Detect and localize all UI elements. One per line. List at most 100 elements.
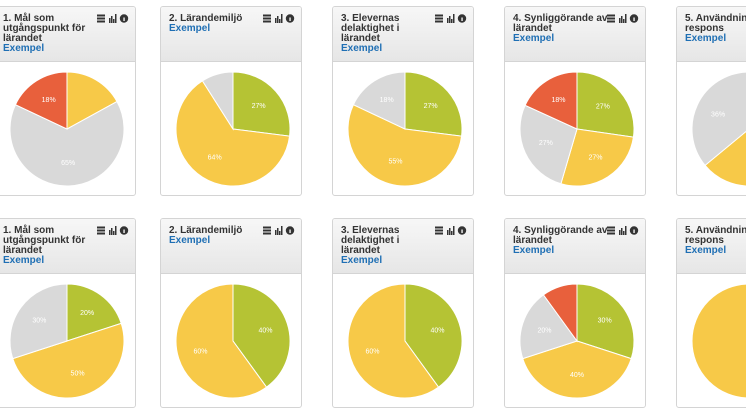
slice-label: 27%: [588, 155, 602, 162]
bar-icon-bar: [623, 231, 625, 235]
example-link[interactable]: Exempel: [3, 255, 45, 266]
bar-icon-bar: [619, 18, 621, 23]
example-link[interactable]: Exempel: [341, 255, 383, 266]
pie-slice: [352, 71, 406, 130]
card-header: 2. Lärandemiljö Exempel: [161, 7, 301, 62]
slice-label: 27%: [596, 103, 610, 110]
example-link[interactable]: Exempel: [3, 43, 45, 54]
list-icon-line: [263, 232, 271, 235]
card-header: 1. Mål som utgångspunkt för lärandet Exem…: [0, 7, 135, 62]
slice-label: 20%: [537, 327, 551, 334]
info-icon-i: [289, 17, 291, 21]
example-link[interactable]: Exempel: [513, 245, 555, 256]
pie-slice: [347, 283, 440, 399]
list-icon-line: [263, 226, 271, 229]
pie-slice: [404, 71, 463, 137]
list-icon-line: [607, 226, 615, 229]
slice-label: 27%: [252, 103, 266, 110]
list-icon-line: [97, 14, 105, 17]
slice-label: 40%: [431, 327, 445, 334]
card-title: 3. Elevernas delaktighet i lärandet: [341, 13, 400, 44]
bar-icon-bar: [115, 14, 117, 23]
bar-icon-bar: [109, 230, 111, 235]
info-icon-i: [123, 17, 125, 21]
pie-slice: [66, 71, 118, 130]
example-link[interactable]: Exempel: [169, 23, 211, 34]
header-icons: [263, 226, 295, 235]
pie-chart: 27% 64%: [175, 71, 291, 187]
header-icons: [435, 226, 467, 235]
bar-icon-bar: [277, 228, 279, 235]
card-header: 2. Lärandemiljö Exempel: [161, 219, 301, 274]
bar-icon-bar: [113, 231, 115, 235]
list-icon-line: [97, 229, 105, 232]
bar-icon-bar: [625, 14, 627, 23]
card-title: 5. Användning av respons: [685, 225, 746, 246]
pie-slice: [524, 71, 578, 130]
bar-icon-bar: [109, 18, 111, 23]
header-icons: [97, 226, 129, 235]
pie-slice: [66, 283, 122, 342]
pie-slice: [201, 71, 234, 131]
card-title-block: 1. Mål som utgångspunkt för lärandet Exem…: [3, 226, 99, 266]
list-icon-line: [607, 17, 615, 20]
pie-slice: [704, 130, 746, 187]
bar-icon-bar: [115, 226, 117, 235]
list-icon-line: [97, 17, 105, 20]
bar-icon-bar: [275, 230, 277, 235]
pie-slice: [232, 283, 291, 388]
slice-label: 30%: [598, 318, 612, 325]
chart-card: 3. Elevernas delaktighet i lärandet Exemp…: [332, 6, 474, 196]
card-title: 1. Mål som utgångspunkt för lärandet: [3, 225, 86, 256]
slice-label: 30%: [32, 318, 46, 325]
card-title: 2. Lärandemiljö: [169, 13, 243, 24]
info-icon-i: [289, 229, 291, 233]
card-title: 3. Elevernas delaktighet i lärandet: [341, 225, 400, 256]
bar-icon-bar: [453, 14, 455, 23]
example-link[interactable]: Exempel: [513, 33, 555, 44]
list-icon-line: [263, 229, 271, 232]
slice-label: 60%: [365, 348, 379, 355]
header-icons: [435, 14, 467, 23]
pie-slice: [175, 80, 291, 187]
header-icons: [607, 14, 639, 23]
slice-label: 18%: [42, 97, 56, 104]
chart-card: 1. Mål som utgångspunkt för lärandet Exem…: [0, 218, 136, 408]
example-link[interactable]: Exempel: [685, 33, 727, 44]
bar-icon-bar: [449, 228, 451, 235]
bar-icon-bar: [451, 19, 453, 23]
slice-label: 36%: [711, 111, 725, 118]
bar-icon-bar: [625, 226, 627, 235]
card-title-block: 4. Synliggörande av lärandet Exempel: [513, 14, 609, 44]
bar-icon-bar: [277, 16, 279, 23]
pie-slice: [232, 71, 291, 137]
slice-label: 65%: [61, 160, 75, 167]
list-icon-line: [263, 14, 271, 17]
example-link[interactable]: Exempel: [169, 235, 211, 246]
info-icon-i: [633, 229, 635, 233]
card-title: 4. Synliggörande av lärandet: [513, 225, 608, 246]
chart-card: 2. Lärandemiljö Exempel 27% 64%: [160, 6, 302, 196]
info-icon-i: [123, 229, 125, 233]
chart-card: 2. Lärandemiljö Exempel 40% 60%: [160, 218, 302, 408]
example-link[interactable]: Exempel: [685, 245, 727, 256]
example-link[interactable]: Exempel: [341, 43, 383, 54]
list-icon-line: [435, 232, 443, 235]
pie-slice: [576, 283, 635, 360]
pie-slice: [347, 104, 463, 187]
bar-icon-bar: [279, 19, 281, 23]
bar-icon-bar: [281, 226, 283, 235]
slice-label: 40%: [570, 372, 584, 379]
card-title-block: 3. Elevernas delaktighet i lärandet Exemp…: [341, 14, 437, 54]
bar-icon-bar: [111, 228, 113, 235]
chart-card: 4. Synliggörande av lärandet Exempel 30% 40…: [504, 218, 646, 408]
card-header: 4. Synliggörande av lärandet Exempel: [505, 219, 645, 274]
list-icon-line: [435, 20, 443, 23]
slice-label: 20%: [80, 310, 94, 317]
list-icon-line: [97, 20, 105, 23]
slice-label: 60%: [193, 348, 207, 355]
pie-chart: 20% 50% 30%: [9, 283, 125, 399]
info-icon-i: [633, 17, 635, 21]
